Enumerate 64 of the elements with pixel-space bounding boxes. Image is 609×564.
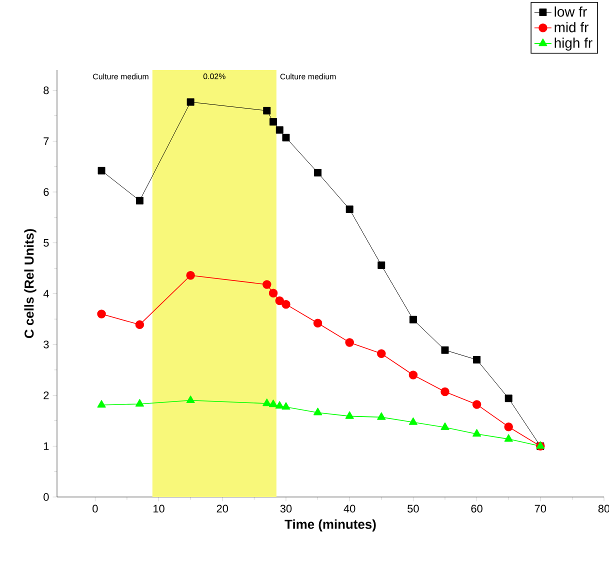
point (408, 370, 418, 380)
legend-label: mid fr (554, 22, 588, 32)
point (186, 98, 194, 106)
x-tick-label: 0 (92, 504, 98, 513)
point (275, 401, 284, 409)
x-tick-label: 50 (408, 504, 419, 513)
point (314, 168, 322, 176)
point (263, 106, 271, 114)
point (314, 408, 322, 416)
y-tick-label: 8 (44, 86, 49, 94)
y-tick-label: 2 (44, 392, 49, 400)
point (346, 206, 354, 214)
y-tick-label: 6 (44, 188, 49, 196)
point (268, 288, 278, 298)
point (378, 261, 386, 269)
point (473, 356, 481, 364)
point (408, 417, 418, 425)
point (345, 411, 354, 419)
point (282, 134, 290, 142)
point (98, 166, 106, 174)
y-tick-label: 1 (44, 442, 49, 450)
legend-label: low fr (554, 6, 587, 17)
point (262, 280, 272, 289)
x-tick-label: 40 (344, 504, 356, 513)
x-tick-label: 30 (280, 504, 292, 513)
point (135, 320, 144, 330)
y-tick-label: 5 (44, 239, 49, 247)
point (313, 318, 322, 328)
y-tick-label: 4 (43, 290, 49, 298)
point (270, 118, 277, 126)
legend-label: high fr (554, 38, 592, 51)
point (282, 300, 290, 309)
point (441, 346, 449, 354)
point (262, 398, 272, 406)
point (409, 316, 417, 324)
point (276, 126, 284, 134)
point (275, 296, 284, 306)
point (377, 412, 386, 420)
y-tick-label: 0 (44, 493, 49, 501)
point (135, 399, 144, 407)
point (97, 400, 106, 408)
point (97, 310, 106, 318)
x-axis-title: Time (minutes) (284, 519, 376, 532)
x-tick-label: 70 (534, 504, 546, 513)
x-tick-label: 20 (216, 504, 228, 513)
point (440, 422, 450, 430)
y-tick-label: 3 (44, 340, 49, 348)
point (472, 429, 482, 437)
point (472, 400, 482, 409)
point (377, 349, 386, 358)
point (186, 396, 195, 404)
x-tick-label: 60 (471, 504, 482, 513)
point (504, 394, 512, 402)
y-axis-title: C cells (Rel Units) (24, 229, 36, 338)
point (186, 270, 195, 280)
point (345, 338, 354, 347)
point (268, 400, 278, 408)
point (136, 196, 144, 204)
x-tick-label: 10 (154, 504, 164, 513)
point (504, 434, 513, 442)
point (440, 387, 450, 396)
y-tick-label: 7 (44, 137, 49, 145)
point (504, 422, 513, 432)
point (282, 402, 290, 410)
